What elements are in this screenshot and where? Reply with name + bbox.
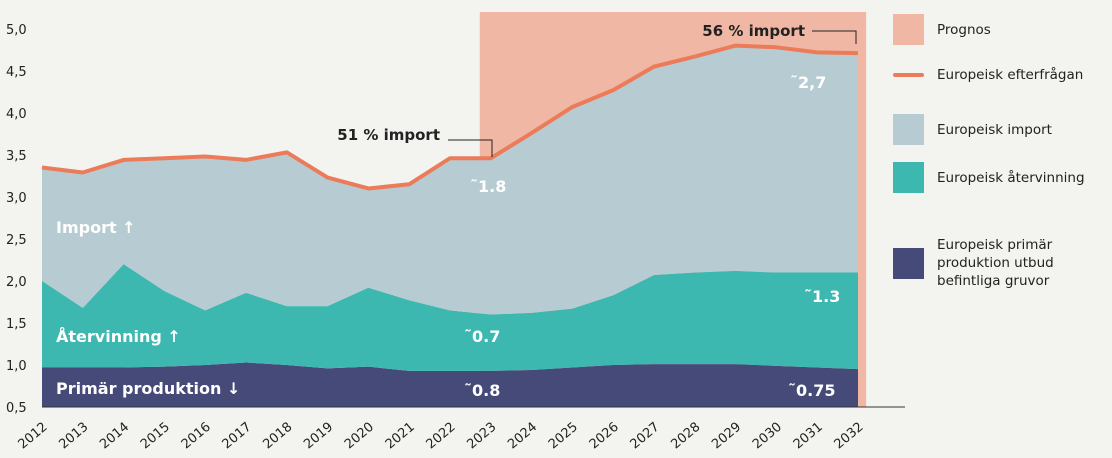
area-label: Primär produktion ↓ — [56, 379, 240, 398]
x-tick-label: 2030 — [750, 420, 785, 453]
area — [42, 45, 858, 315]
x-tick-label: 2026 — [587, 420, 622, 453]
x-tick-label: 2031 — [791, 420, 826, 453]
annotation: 51 % import — [337, 126, 440, 144]
x-tick-label: 2025 — [546, 420, 581, 453]
legend-item: Prognos — [893, 14, 1112, 45]
areas — [42, 45, 858, 407]
value-label: ˜0.75 — [788, 381, 835, 400]
x-tick-label: 2020 — [342, 420, 377, 453]
legend-label: Europeisk primär produktion utbud befint… — [937, 237, 1054, 289]
y-tick-label: 3,0 — [6, 191, 27, 206]
value-label: ˜0.7 — [464, 327, 500, 346]
legend-item: Europeisk efterfrågan — [893, 66, 1112, 84]
x-tick-label: 2016 — [179, 420, 214, 453]
annotation-leader — [812, 30, 857, 44]
x-tick-label: 2024 — [505, 420, 540, 453]
x-tick-label: 2012 — [16, 420, 51, 453]
x-tick-label: 2017 — [220, 420, 255, 453]
x-tick-label: 2015 — [138, 420, 173, 453]
y-tick-label: 5,0 — [6, 23, 27, 38]
y-tick-label: 4,5 — [6, 65, 27, 80]
annotation-leader — [448, 139, 493, 157]
value-label: ˜2,7 — [790, 73, 826, 92]
x-tick-label: 2028 — [668, 420, 703, 453]
y-tick-label: 4,0 — [6, 107, 27, 122]
legend-swatch — [893, 14, 924, 45]
x-tick-label: 2018 — [260, 420, 295, 453]
legend-swatch — [893, 247, 924, 279]
x-tick-label: 2022 — [424, 420, 459, 453]
area-label: Återvinning ↑ — [56, 327, 181, 346]
x-tick-label: 2013 — [56, 420, 91, 453]
area — [42, 264, 858, 371]
demand-line — [41, 43, 859, 191]
legend-swatch — [893, 114, 924, 145]
x-tick-label: 2029 — [709, 420, 744, 453]
legend-item: Europeisk återvinning — [893, 162, 1112, 193]
x-tick-label: 2014 — [97, 420, 132, 453]
area — [42, 362, 858, 407]
y-tick-label: 2,0 — [6, 275, 27, 290]
value-label: ˜1.8 — [470, 177, 506, 196]
x-tick-label: 2019 — [301, 420, 336, 453]
area-label: Import ↑ — [56, 218, 136, 237]
legend-item: Europeisk primär produktion utbud befint… — [893, 236, 1067, 290]
y-tick-label: 0,5 — [6, 401, 27, 416]
y-tick-label: 1,5 — [6, 317, 27, 332]
legend-label: Europeisk återvinning — [937, 169, 1085, 186]
y-tick-label: 1,0 — [6, 359, 27, 374]
value-label: ˜1.3 — [804, 287, 840, 306]
legend-label: Europeisk efterfrågan — [937, 67, 1084, 83]
x-tick-label: 2021 — [383, 420, 418, 453]
y-tick-label: 3,5 — [6, 149, 27, 164]
y-tick-label: 2,5 — [6, 233, 27, 248]
x-tick-label: 2023 — [464, 420, 499, 453]
value-label: ˜0.8 — [464, 381, 500, 400]
legend-label: Europeisk import — [937, 121, 1052, 138]
legend-label: Prognos — [937, 21, 991, 38]
legend-swatch — [893, 162, 924, 193]
annotation: 56 % import — [702, 22, 805, 40]
x-tick-label: 2027 — [628, 420, 663, 453]
legend-swatch — [893, 73, 924, 77]
x-tick-label: 2032 — [832, 420, 867, 453]
legend-item: Europeisk import — [893, 114, 1112, 145]
